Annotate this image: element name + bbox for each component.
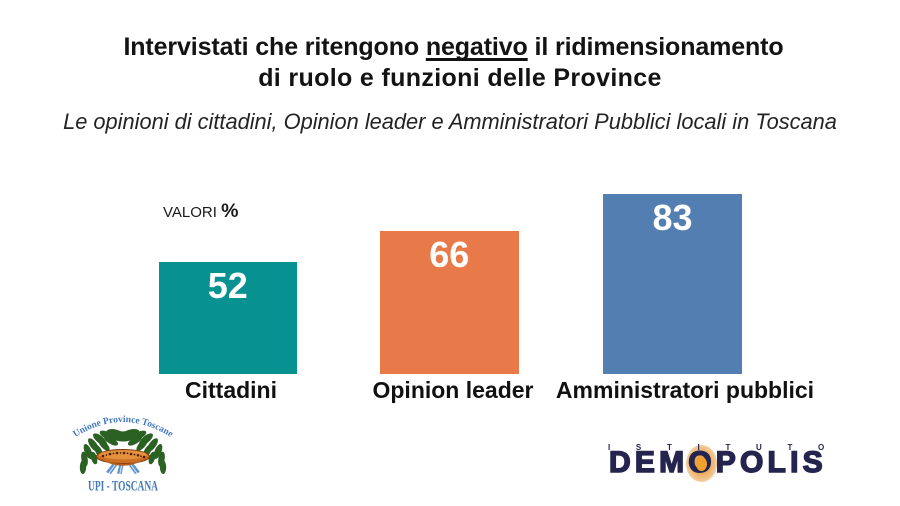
svg-text:UPI - TOSCANA: UPI - TOSCANA [88,479,158,495]
